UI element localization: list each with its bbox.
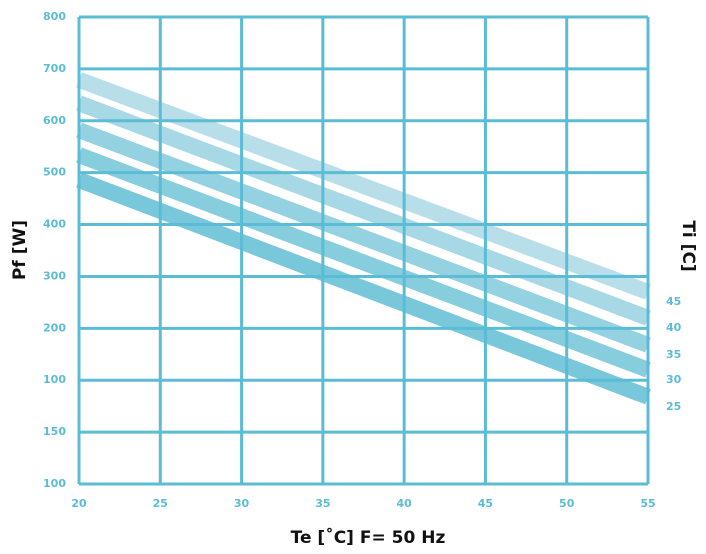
line-band [76,172,651,405]
line-band [76,72,651,300]
line-band [76,122,651,353]
y-tick-label: 500 [43,166,66,179]
y-axis-title: Pf [W] [10,220,30,280]
legend-label: 25 [666,400,681,413]
x-tick-label: 45 [478,497,493,510]
line-band [76,147,651,378]
x-tick-label: 30 [234,497,250,510]
y-tick-label: 800 [43,10,66,23]
y-tick-label: 150 [43,425,66,438]
x-tick-label: 50 [559,497,575,510]
legend-label: 35 [666,348,681,361]
y-tick-label: 200 [43,321,66,334]
x-tick-label: 35 [315,497,330,510]
legend-label: 30 [666,373,682,386]
y2-axis-title: Ti [C] [678,220,698,271]
y-tick-label: 600 [43,114,66,127]
y-tick-label: 100 [43,373,66,386]
legend-label: 45 [666,295,681,308]
y-tick-label: 700 [43,62,66,75]
y-tick-label: 400 [43,218,66,231]
line-band [76,95,651,326]
y-tick-label: 300 [43,269,66,282]
legend-label: 40 [666,321,682,334]
x-tick-label: 40 [396,497,412,510]
y-tick-label: 100 [43,477,66,490]
x-axis-title: Te [˚C] F= 50 Hz [291,526,446,548]
x-tick-label: 25 [153,497,168,510]
x-tick-label: 55 [640,497,655,510]
x-tick-label: 20 [71,497,87,510]
